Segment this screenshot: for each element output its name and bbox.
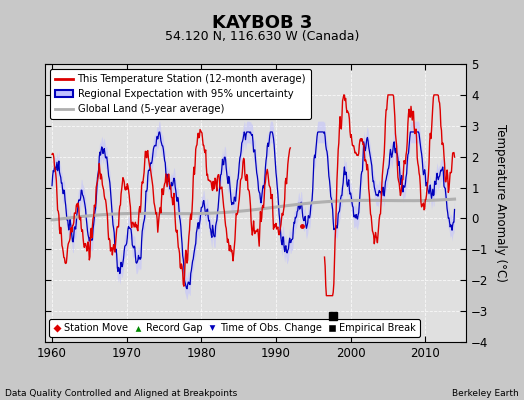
Legend: Station Move, Record Gap, Time of Obs. Change, Empirical Break: Station Move, Record Gap, Time of Obs. C…: [49, 319, 420, 337]
Y-axis label: Temperature Anomaly (°C): Temperature Anomaly (°C): [494, 124, 507, 282]
Text: Data Quality Controlled and Aligned at Breakpoints: Data Quality Controlled and Aligned at B…: [5, 389, 237, 398]
Text: 54.120 N, 116.630 W (Canada): 54.120 N, 116.630 W (Canada): [165, 30, 359, 43]
Text: KAYBOB 3: KAYBOB 3: [212, 14, 312, 32]
Text: Berkeley Earth: Berkeley Earth: [452, 389, 519, 398]
